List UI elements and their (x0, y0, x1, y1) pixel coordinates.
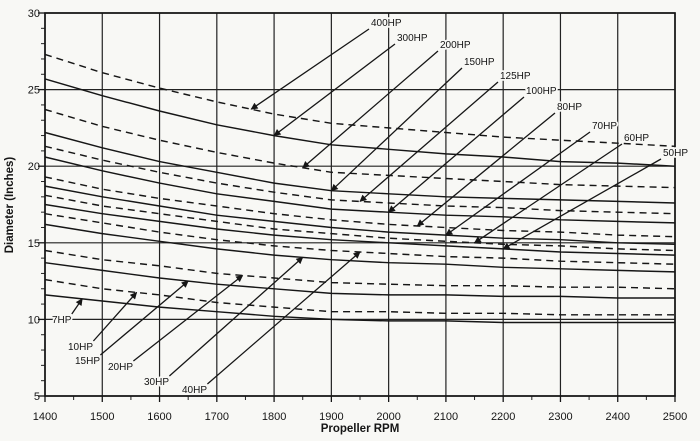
series-line-80hp (44, 176, 676, 238)
hp-label-30hp: 30HP (144, 377, 169, 388)
hp-label-200hp: 200HP (440, 40, 471, 51)
hp-arrow-150hp (330, 67, 463, 192)
hp-label-100hp: 100HP (526, 86, 557, 97)
x-axis-title: Propeller RPM (321, 423, 400, 435)
x-tick-label-1900: 1900 (319, 411, 343, 423)
series-line-7hp (44, 294, 675, 324)
hp-arrow-70hp (445, 131, 591, 236)
hp-arrow-60hp (473, 143, 623, 244)
series-line-150hp (44, 131, 676, 204)
series-line-20hp (44, 249, 676, 290)
hp-label-60hp: 60HP (624, 133, 649, 144)
hp-arrow-300hp (273, 43, 396, 137)
hp-label-125hp: 125HP (500, 71, 531, 82)
hp-arrow-20hp (132, 274, 244, 362)
hp-arrow-7hp (71, 298, 83, 315)
hp-label-80hp: 80HP (557, 102, 582, 113)
y-tick-label-30: 30 (28, 8, 40, 20)
hp-label-150hp: 150HP (464, 57, 495, 68)
y-tick-label-15: 15 (28, 238, 40, 250)
hp-arrow-10hp (92, 291, 138, 342)
hp-label-15hp: 15HP (75, 356, 100, 367)
series-line-200hp (44, 108, 676, 189)
series-line-10hp (44, 278, 675, 316)
gridlines (44, 12, 676, 397)
series-line-400hp (44, 53, 676, 148)
series-line-100hp (44, 156, 676, 224)
series-line-30hp (44, 223, 676, 273)
hp-arrow-400hp (250, 28, 370, 110)
y-tick-label-10: 10 (28, 314, 40, 326)
x-tick-label-1500: 1500 (90, 411, 114, 423)
y-tick-label-20: 20 (28, 161, 40, 173)
hp-arrow-100hp (388, 96, 525, 213)
x-tick-label-1400: 1400 (33, 411, 57, 423)
x-tick-label-1600: 1600 (147, 411, 171, 423)
x-tick-label-1700: 1700 (205, 411, 229, 423)
series-line-15hp (44, 261, 675, 299)
x-tick-label-2400: 2400 (605, 411, 629, 423)
hp-label-7hp: 7HP (52, 315, 72, 326)
x-tick-label-2300: 2300 (548, 411, 572, 423)
hp-arrow-30hp (168, 256, 304, 377)
y-axis-title: Diameter (Inches) (4, 157, 16, 254)
x-tick-label-2200: 2200 (491, 411, 515, 423)
hp-arrow-80hp (416, 112, 556, 227)
x-tick-label-2500: 2500 (663, 411, 687, 423)
hp-label-300hp: 300HP (397, 33, 428, 44)
hp-arrow-40hp (206, 251, 361, 385)
x-tick-label-2100: 2100 (434, 411, 458, 423)
hp-label-50hp: 50HP (663, 148, 688, 159)
x-tick-label-1800: 1800 (262, 411, 286, 423)
hp-arrow-15hp (99, 280, 189, 356)
x-tick-labels: 1400 1500 1600 1700 1800 1900 2000 2100 2200 2300… (33, 411, 687, 423)
x-tick-label-2000: 2000 (376, 411, 400, 423)
hp-arrow-125hp (359, 81, 499, 202)
hp-label-40hp: 40HP (182, 385, 207, 396)
series-line-300hp (44, 78, 676, 167)
plot-frame (44, 12, 676, 397)
series-line-60hp (44, 194, 676, 252)
hp-label-70hp: 70HP (592, 121, 617, 132)
series-line-70hp (44, 185, 676, 246)
series-line-50hp (44, 203, 676, 256)
hp-label-20hp: 20HP (108, 362, 133, 373)
y-tick-label-5: 5 (34, 391, 40, 403)
hp-label-400hp: 400HP (371, 18, 402, 29)
hp-label-10hp: 10HP (68, 342, 93, 353)
major-ticks (38, 12, 676, 402)
hp-arrow-50hp (502, 158, 662, 250)
hp-arrow-200hp (302, 50, 439, 169)
y-tick-labels: 5 10 15 20 25 30 (28, 8, 40, 403)
y-tick-label-25: 25 (28, 85, 40, 97)
